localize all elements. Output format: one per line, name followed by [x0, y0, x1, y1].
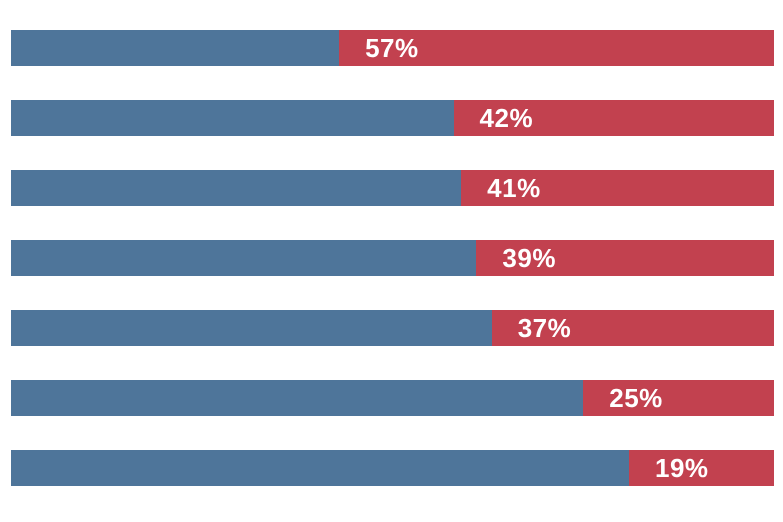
bar-segment-red: 37% [491, 310, 774, 346]
bar-segment-blue [11, 450, 630, 486]
bar-row: 19% [11, 450, 774, 486]
bar-segment-blue [11, 310, 492, 346]
bar-value-label: 37% [517, 313, 572, 343]
bar-value-label: 57% [365, 33, 419, 63]
bar-segment-red: 57% [339, 30, 774, 66]
stacked-bar-chart: 57% 42% 41% 39% 37% 25% 19% [11, 30, 774, 486]
bar-segment-blue [11, 100, 454, 136]
bar-row: 41% [11, 170, 774, 206]
bar-row: 39% [11, 240, 774, 276]
bar-segment-blue [11, 380, 584, 416]
bar-segment-red: 25% [583, 380, 774, 416]
bar-value-label: 39% [502, 243, 556, 273]
bar-segment-red: 41% [461, 170, 774, 206]
bar-segment-blue [11, 30, 340, 66]
bar-value-label: 41% [487, 173, 541, 203]
bar-segment-blue [11, 170, 462, 206]
bar-row: 57% [11, 30, 774, 66]
bar-segment-red: 39% [476, 240, 774, 276]
bar-segment-red: 19% [629, 450, 774, 486]
bar-value-label: 19% [655, 453, 709, 483]
bar-value-label: 42% [479, 103, 534, 133]
bar-segment-blue [11, 240, 477, 276]
bar-row: 25% [11, 380, 774, 416]
bar-row: 42% [11, 100, 774, 136]
bar-value-label: 25% [609, 383, 663, 413]
bar-segment-red: 42% [453, 100, 774, 136]
bar-row: 37% [11, 310, 774, 346]
